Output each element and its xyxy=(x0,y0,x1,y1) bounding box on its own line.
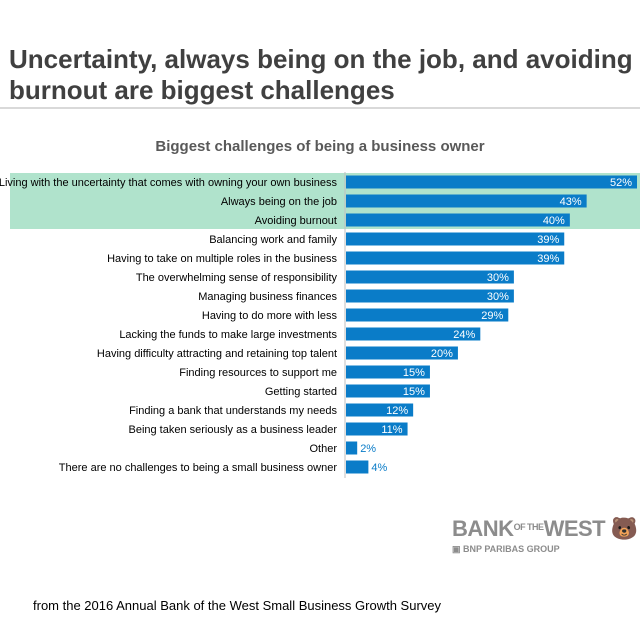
data-label: 39% xyxy=(537,234,559,246)
bar xyxy=(346,403,414,417)
category-label: Finding resources to support me xyxy=(179,367,337,379)
data-label: 43% xyxy=(560,196,582,208)
bar xyxy=(346,327,481,341)
category-label: Having to take on multiple roles in the … xyxy=(107,253,337,265)
category-label: Living with the uncertainty that comes w… xyxy=(0,177,337,189)
bar xyxy=(346,213,570,227)
category-label: There are no challenges to being a small… xyxy=(59,462,338,474)
data-label: 29% xyxy=(481,310,503,322)
data-label: 39% xyxy=(537,253,559,265)
category-label: Avoiding burnout xyxy=(255,215,337,227)
bar xyxy=(346,460,369,474)
category-label: Other xyxy=(309,443,337,455)
category-label: Lacking the funds to make large investme… xyxy=(119,329,337,341)
category-label: Balancing work and family xyxy=(209,234,337,246)
data-label: 2% xyxy=(360,443,376,455)
bar xyxy=(346,441,358,455)
category-label: Being taken seriously as a business lead… xyxy=(128,424,337,436)
bar xyxy=(346,308,509,322)
data-label: 30% xyxy=(487,272,509,284)
data-label: 15% xyxy=(403,367,425,379)
bar xyxy=(346,365,430,379)
bar xyxy=(346,175,637,189)
category-label: Having difficulty attracting and retaini… xyxy=(97,348,337,360)
bar xyxy=(346,232,565,246)
bar xyxy=(346,251,565,265)
logo-group: ▣ BNP PARIBAS GROUP xyxy=(452,544,560,554)
bar xyxy=(346,194,587,208)
data-label: 30% xyxy=(487,291,509,303)
data-label: 20% xyxy=(431,348,453,360)
bar xyxy=(346,270,514,284)
category-label: Managing business finances xyxy=(198,291,337,303)
bar xyxy=(346,346,458,360)
data-label: 24% xyxy=(453,329,475,341)
logo-wordmark: BANKOF THEWEST 🐻 xyxy=(452,516,638,541)
data-label: 11% xyxy=(381,424,402,436)
category-label: Having to do more with less xyxy=(202,310,338,322)
bar xyxy=(346,422,408,436)
bank-logo: BANKOF THEWEST 🐻 ▣ BNP PARIBAS GROUP xyxy=(452,516,638,555)
title-divider xyxy=(0,107,640,109)
chart-title: Biggest challenges of being a business o… xyxy=(155,138,485,155)
source-note: from the 2016 Annual Bank of the West Sm… xyxy=(33,598,442,613)
category-label: The overwhelming sense of responsibility xyxy=(136,272,338,284)
category-label: Finding a bank that understands my needs xyxy=(129,405,337,417)
bar xyxy=(346,289,514,303)
category-label: Always being on the job xyxy=(221,196,337,208)
data-label: 12% xyxy=(386,405,408,417)
category-label: Getting started xyxy=(265,386,337,398)
page-title: Uncertainty, always being on the job, an… xyxy=(9,44,633,105)
bar xyxy=(346,384,430,398)
data-label: 4% xyxy=(371,462,387,474)
data-label: 15% xyxy=(403,386,425,398)
data-label: 40% xyxy=(543,215,565,227)
data-label: 52% xyxy=(610,177,632,189)
